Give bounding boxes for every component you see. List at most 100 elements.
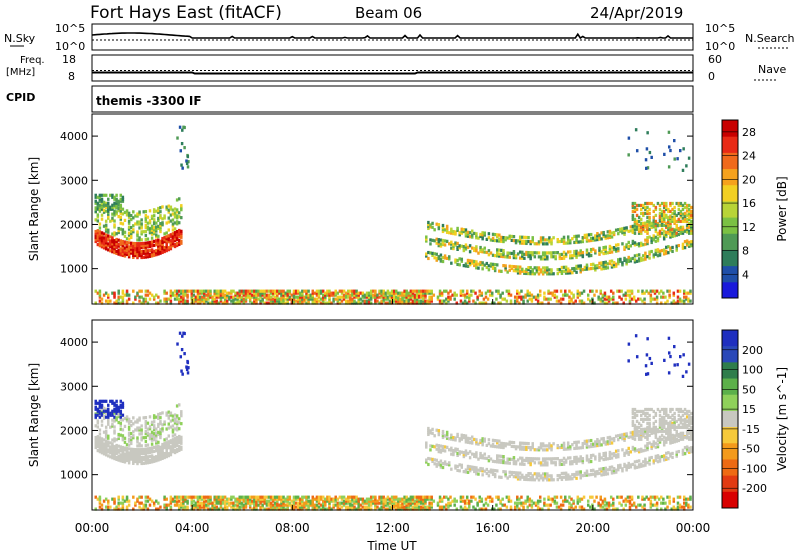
power-cell: [660, 248, 664, 253]
power-cell: [546, 238, 549, 242]
velocity-cell: [361, 501, 365, 505]
power-cell: [123, 230, 127, 234]
velocity-cell: [305, 497, 308, 501]
power-cell: [113, 225, 116, 229]
power-cell: [633, 231, 637, 235]
power-cell: [152, 249, 156, 253]
velocity-cell: [102, 409, 106, 413]
power-cell: [148, 248, 152, 252]
velocity-cell: [573, 459, 576, 464]
power-cell: [506, 253, 509, 257]
velocity-cell: [576, 495, 580, 499]
power-cell: [403, 291, 406, 295]
velocity-cell: [462, 433, 466, 438]
power-cell: [142, 243, 145, 247]
power-cell: [144, 243, 148, 247]
power-cell: [161, 221, 164, 225]
velocity-cell: [458, 437, 461, 441]
velocity-cell: [307, 507, 310, 511]
power-cell: [177, 215, 181, 219]
power-cell: [513, 301, 517, 305]
power-cell: [367, 291, 371, 295]
power-cell: [211, 299, 214, 303]
power-cell: [431, 251, 434, 255]
power-cell: [521, 235, 524, 239]
velocity-cell: [411, 499, 415, 503]
velocity-cell: [456, 453, 459, 458]
power-cell: [372, 295, 375, 299]
power-cell: [485, 237, 489, 241]
power-cell: [117, 207, 120, 211]
velocity-cell: [125, 458, 129, 463]
power-cell: [544, 270, 547, 274]
power-cell: [505, 299, 509, 303]
power-cell: [192, 293, 196, 297]
velocity-cell: [522, 505, 525, 509]
power-cell: [559, 297, 563, 301]
velocity-cell: [568, 501, 571, 505]
power-cell: [682, 147, 685, 151]
velocity-cell: [307, 499, 310, 503]
velocity-cell: [173, 445, 177, 449]
power-cell: [286, 291, 289, 295]
velocity-cell: [498, 445, 501, 449]
power-cell: [481, 267, 484, 271]
velocity-cell: [458, 439, 461, 443]
power-cell: [660, 219, 664, 223]
power-cell: [649, 295, 653, 299]
power-cell: [242, 301, 246, 305]
power-cell: [491, 266, 495, 270]
power-cell: [417, 289, 421, 293]
velocity-cell: [121, 451, 125, 456]
power-cell: [203, 297, 206, 301]
power-cell: [685, 230, 689, 234]
velocity-cell: [138, 458, 141, 462]
velocity-cell: [152, 420, 156, 424]
power-cell: [600, 250, 603, 254]
velocity-cell: [207, 507, 210, 511]
power-cell: [127, 231, 131, 235]
power-cell: [644, 207, 647, 212]
power-cell: [639, 203, 643, 208]
velocity-cell: [490, 497, 494, 501]
power-cell: [445, 297, 448, 301]
velocity-cell: [157, 501, 160, 505]
power-cell: [662, 201, 666, 206]
power-cell: [612, 230, 616, 235]
velocity-cell: [612, 497, 615, 501]
velocity-cell: [150, 436, 154, 440]
velocity-cell: [104, 409, 108, 413]
power-cell: [240, 289, 244, 293]
power-cell: [641, 289, 644, 293]
power-cell: [652, 238, 656, 242]
velocity-cell: [539, 474, 543, 478]
power-cell: [580, 301, 584, 305]
power-cell: [529, 251, 532, 255]
power-cell: [136, 252, 139, 256]
velocity-cell: [347, 507, 350, 511]
power-cell: [361, 295, 365, 299]
power-cell: [378, 295, 381, 299]
power-cell: [604, 264, 608, 268]
power-cell: [163, 238, 166, 242]
power-cell: [651, 289, 655, 293]
power-cell: [132, 249, 135, 254]
power-cell: [177, 221, 181, 225]
velocity-cell: [438, 495, 442, 499]
power-cell: [429, 223, 432, 227]
power-cell: [125, 211, 129, 215]
power-cell: [621, 261, 624, 265]
velocity-cell: [138, 416, 141, 420]
power-cell: [681, 231, 685, 235]
power-cell: [175, 291, 179, 295]
power-cell: [580, 291, 584, 295]
power-cell: [690, 219, 693, 223]
velocity-cell: [641, 497, 644, 501]
power-cell: [111, 246, 114, 250]
velocity-cell: [219, 497, 223, 501]
power-cell: [603, 301, 607, 305]
power-cell: [184, 291, 187, 295]
power-cell: [288, 295, 292, 299]
velocity-cell: [470, 467, 474, 471]
power-cell: [639, 221, 643, 225]
